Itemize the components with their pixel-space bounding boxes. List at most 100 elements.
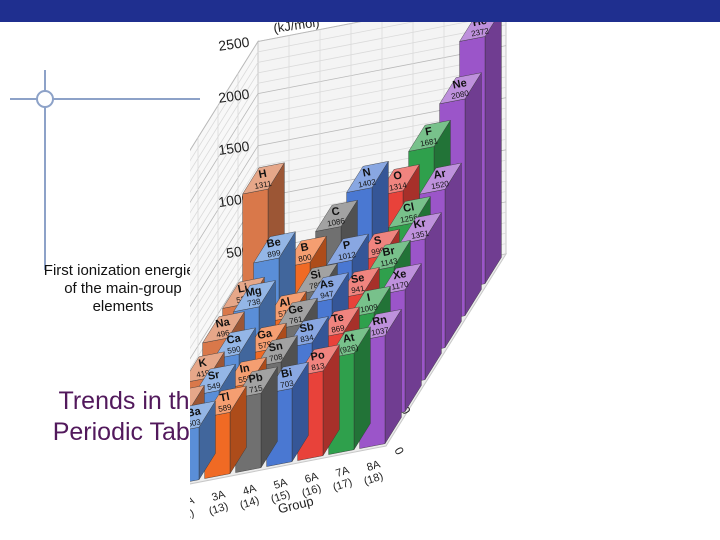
element-symbol-label: At bbox=[342, 332, 356, 346]
element-symbol-label: In bbox=[239, 362, 251, 376]
grid-line bbox=[190, 22, 415, 162]
z-tick-label-left: 1000 bbox=[217, 190, 250, 210]
group-tick-label: 2A bbox=[190, 494, 196, 510]
group-tick-label: 8A bbox=[365, 458, 382, 474]
element-symbol-label: H bbox=[258, 168, 268, 181]
element-symbol-label: Ar bbox=[433, 167, 448, 181]
element-symbol-label: Mg bbox=[245, 285, 263, 300]
element-symbol-label: Kr bbox=[413, 217, 428, 231]
element-value-label: 715 bbox=[249, 383, 264, 394]
element-symbol-label: Al bbox=[278, 296, 291, 310]
group-number-label: (18) bbox=[362, 470, 384, 487]
group-tick-label: 7A bbox=[334, 464, 351, 480]
element-value-label: 2372 bbox=[470, 26, 490, 38]
element-value-label: 577 bbox=[278, 308, 293, 319]
element-value-label: 1520 bbox=[430, 179, 450, 191]
z-tick-label-left: 2500 bbox=[217, 34, 250, 54]
element-value-label: 1351 bbox=[410, 229, 430, 241]
element-symbol-label: Ca bbox=[226, 332, 243, 347]
element-value-label: 1314 bbox=[388, 180, 408, 192]
grid-line bbox=[190, 76, 507, 235]
z-tick-label-right: 0 bbox=[391, 445, 407, 458]
element-symbol-label: Ge bbox=[287, 302, 304, 317]
group-tick-label: 4A bbox=[241, 482, 258, 498]
element-value-label: 869 bbox=[331, 323, 346, 334]
element-symbol-label: P bbox=[342, 239, 351, 252]
crosshair-vertical-line bbox=[44, 70, 46, 270]
z-tick-label-left: 1500 bbox=[217, 138, 250, 158]
top-bar bbox=[0, 0, 720, 22]
element-value-label: 590 bbox=[227, 344, 242, 355]
group-number-label: (13) bbox=[207, 500, 229, 517]
element-value-label: 589 bbox=[218, 402, 233, 413]
element-value-label: 1086 bbox=[326, 216, 346, 228]
element-value-label: 999 bbox=[371, 246, 386, 257]
element-symbol-label: Si bbox=[309, 268, 322, 282]
grid-line bbox=[190, 24, 507, 183]
group-number-label: (15) bbox=[269, 488, 291, 505]
element-value-label: 947 bbox=[320, 289, 335, 300]
element-symbol-label: Sr bbox=[207, 369, 221, 383]
element-symbol-label: He bbox=[472, 22, 488, 29]
element-value-label: 834 bbox=[300, 333, 315, 344]
crosshair-circle-icon bbox=[36, 90, 54, 108]
element-value-label: 899 bbox=[267, 248, 282, 259]
element-value-label: 786 bbox=[309, 280, 324, 291]
element-symbol-label: As bbox=[319, 277, 335, 291]
element-value-label: 1402 bbox=[357, 177, 377, 189]
element-value-label: (926) bbox=[339, 343, 359, 355]
element-value-label: 1170 bbox=[391, 279, 410, 291]
element-symbol-label: Ne bbox=[452, 77, 468, 91]
z-tick-label-left: 2000 bbox=[217, 86, 250, 106]
element-symbol-label: Sn bbox=[268, 340, 284, 355]
element-symbol-label: Xe bbox=[392, 268, 408, 282]
element-value-label: 496 bbox=[216, 328, 231, 339]
element-symbol-label: B bbox=[300, 241, 310, 254]
element-symbol-label: Sb bbox=[299, 321, 315, 336]
element-value-label: 761 bbox=[289, 314, 304, 325]
element-value-label: 419 bbox=[196, 368, 211, 379]
element-value-label: 503 bbox=[190, 417, 202, 428]
element-value-label: 708 bbox=[269, 352, 284, 363]
group-number-label: (14) bbox=[238, 494, 260, 511]
element-value-label: 2080 bbox=[450, 89, 470, 101]
element-value-label: 813 bbox=[311, 361, 326, 372]
grid-line bbox=[190, 107, 507, 266]
grid-line bbox=[190, 66, 507, 224]
element-symbol-label: Na bbox=[215, 316, 232, 331]
grid-line bbox=[190, 55, 507, 214]
element-value-label: 1681 bbox=[419, 136, 439, 148]
element-value-label: 1143 bbox=[380, 256, 399, 268]
grid-line bbox=[190, 22, 361, 152]
element-symbol-label: Li bbox=[237, 282, 249, 296]
group-tick-label: 3A bbox=[210, 488, 227, 504]
element-value-label: 1012 bbox=[337, 250, 357, 262]
element-symbol-label: Se bbox=[350, 272, 366, 286]
element-symbol-label: Rn bbox=[371, 314, 388, 329]
group-number-label: (17) bbox=[331, 476, 353, 493]
element-symbol-label: F bbox=[424, 125, 433, 138]
element-symbol-label: N bbox=[362, 166, 372, 179]
chart-caption: First ionization energies of the main-gr… bbox=[43, 262, 203, 315]
element-symbol-label: Bi bbox=[280, 367, 293, 381]
element-value-label: 738 bbox=[247, 297, 262, 308]
ionization-energy-chart: 0050050010001000150015002000200025002500… bbox=[190, 22, 508, 523]
element-value-label: 549 bbox=[207, 381, 222, 392]
element-symbol-label: Be bbox=[266, 236, 282, 250]
element-value-label: 703 bbox=[280, 378, 295, 389]
grid-line bbox=[190, 22, 469, 172]
group-tick-label: 6A bbox=[303, 470, 320, 486]
element-symbol-label: Ga bbox=[256, 327, 274, 342]
grid-line bbox=[190, 97, 507, 256]
element-symbol-label: Po bbox=[310, 349, 326, 364]
grid-line bbox=[190, 34, 507, 193]
element-symbol-label: O bbox=[392, 169, 403, 182]
group-tick-label: 5A bbox=[272, 476, 289, 492]
element-symbol-label: K bbox=[198, 357, 208, 370]
element-symbol-label: Tl bbox=[219, 391, 231, 405]
element-symbol-label: Br bbox=[382, 245, 397, 259]
element-value-label: 558 bbox=[238, 374, 253, 385]
element-value-label: 579 bbox=[258, 339, 273, 350]
